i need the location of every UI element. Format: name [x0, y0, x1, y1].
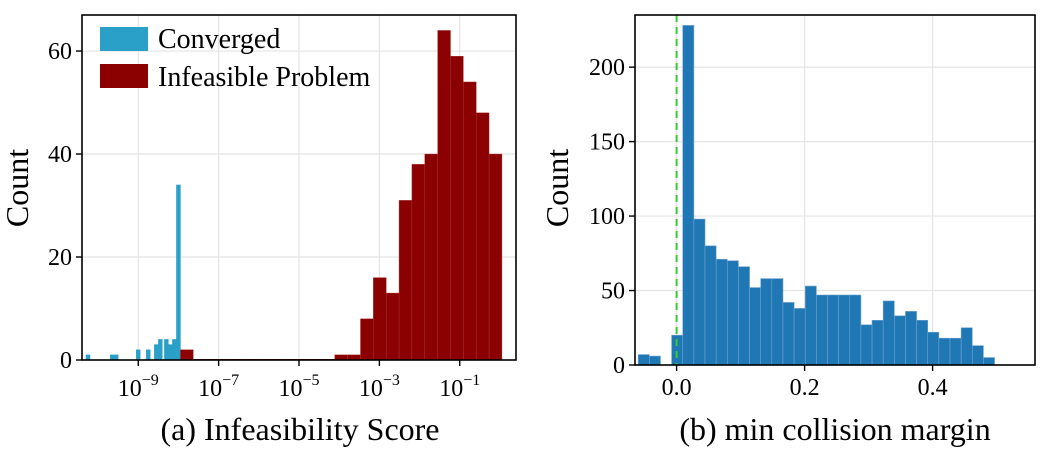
bar-infeasible [360, 318, 374, 361]
histogram-bar [649, 355, 661, 366]
bar-infeasible [373, 277, 387, 361]
histogram-bar [960, 327, 973, 366]
ytick-label: 50 [601, 279, 625, 305]
histogram-bar [749, 287, 761, 366]
legend-swatch-converged [100, 27, 148, 51]
bar-infeasible [476, 112, 490, 361]
ytick-label: 100 [589, 204, 625, 230]
panel-b-bars [637, 25, 995, 366]
panel-b-caption: (b) min collision margin [679, 411, 990, 447]
histogram-bar [827, 294, 839, 366]
histogram-bar [838, 294, 851, 366]
histogram-bar [726, 260, 739, 366]
histogram-bar [905, 311, 917, 366]
histogram-bar [704, 245, 717, 366]
histogram-bar [637, 354, 650, 366]
panel-a-ticks: 0 20 40 60 10−9 10−7 10−5 10−3 10−1 [48, 39, 480, 402]
bar-infeasible [180, 349, 194, 361]
histogram-bar [916, 320, 929, 366]
histogram-bar [738, 266, 750, 366]
ytick-label: 150 [589, 130, 625, 156]
histogram-bar [894, 315, 906, 366]
histogram-bar [882, 300, 895, 366]
bar-infeasible [450, 55, 464, 361]
bar-infeasible [463, 81, 477, 361]
histogram-bar [715, 258, 728, 366]
ytick-label: 40 [48, 142, 72, 168]
histogram-bar [760, 278, 773, 366]
histogram-bar [971, 345, 984, 366]
xtick-label: 0.0 [662, 375, 692, 401]
ytick-label: 0 [60, 348, 72, 374]
histogram-bar [938, 337, 951, 366]
bar-converged [176, 184, 181, 361]
panel-b-ylabel: Count [539, 149, 575, 227]
legend-label-converged: Converged [158, 24, 280, 55]
histogram-bar [860, 324, 873, 366]
histogram-bar [771, 278, 784, 366]
bar-converged [164, 339, 169, 361]
bar-infeasible [411, 164, 425, 361]
ytick-label: 0 [613, 353, 625, 379]
panel-b-ticks: 0 50 100 150 200 0.0 0.2 0.4 [589, 55, 948, 401]
panel-b-frame [634, 14, 1036, 366]
bar-infeasible [488, 153, 503, 361]
bar-converged [136, 349, 141, 361]
legend-swatch-infeasible [100, 64, 148, 88]
xtick-label: 10−3 [359, 372, 400, 402]
panel-a: 0 20 40 60 10−9 10−7 10−5 10−3 10−1 Converged In… [0, 14, 517, 447]
histogram-bar [949, 337, 962, 366]
panel-b: 0 50 100 150 200 0.0 0.2 0.4 Count (b) min coll… [539, 14, 1036, 447]
panel-a-ylabel: Count [0, 149, 35, 227]
bar-converged [154, 344, 159, 361]
histogram-bar [871, 320, 884, 366]
panel-a-caption: (a) Infeasibility Score [161, 411, 440, 447]
xtick-label: 10−5 [278, 372, 319, 402]
histogram-bar [804, 285, 817, 366]
xtick-label: 10−7 [198, 372, 239, 402]
bar-infeasible [398, 200, 413, 361]
histogram-bar [849, 294, 862, 366]
histogram-bar [693, 218, 706, 366]
legend-label-infeasible: Infeasible Problem [158, 62, 370, 93]
bar-infeasible [437, 30, 451, 361]
xtick-label: 10−9 [118, 372, 159, 402]
xtick-label: 0.4 [918, 375, 948, 401]
xtick-label: 0.2 [790, 375, 820, 401]
histogram-bar [927, 331, 940, 366]
histogram-bar [682, 25, 695, 366]
bar-converged [146, 349, 151, 361]
histogram-bar [816, 294, 828, 366]
bar-converged [172, 339, 177, 361]
bar-infeasible [386, 292, 400, 361]
ytick-label: 60 [48, 39, 72, 65]
panel-a-legend: Converged Infeasible Problem [100, 24, 370, 93]
ytick-label: 20 [48, 245, 72, 271]
bar-converged [168, 344, 173, 361]
panel-a-bars [85, 30, 503, 361]
histogram-bar [782, 302, 795, 366]
ytick-label: 200 [589, 55, 625, 81]
histogram-bar [793, 308, 806, 366]
bar-converged [158, 339, 163, 361]
histogram-bar [983, 357, 995, 366]
xtick-label: 10−1 [439, 372, 480, 402]
bar-infeasible [424, 153, 438, 361]
